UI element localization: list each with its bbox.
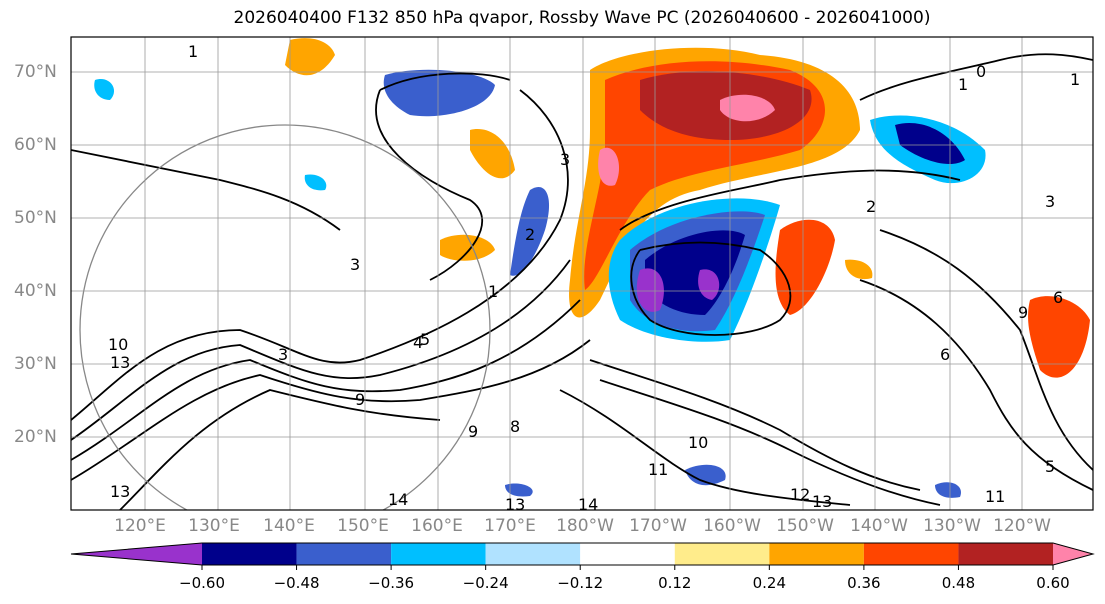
colorbar-segment	[391, 543, 486, 565]
colorbar-segment	[674, 543, 770, 565]
lon-label: 140°W	[850, 516, 908, 536]
gridlines	[71, 37, 1093, 510]
colorbar-segment	[769, 543, 864, 565]
contour-label: 14	[578, 495, 598, 514]
lat-label: 70°N	[14, 62, 57, 82]
colorbar-tick-label: 0.36	[847, 574, 881, 592]
contour-label: 2	[866, 197, 876, 216]
contour-label: 11	[648, 460, 668, 479]
contour-label: 5	[420, 330, 430, 349]
colorbar-segment	[580, 543, 675, 565]
colorbar-segment	[202, 543, 297, 565]
colorbar-segment	[71, 543, 202, 565]
contour-label: 3	[1045, 192, 1055, 211]
contour-label: 1	[1070, 70, 1080, 89]
contour-label: 9	[468, 422, 478, 441]
lon-label: 150°E	[337, 516, 389, 536]
contour-label: 1	[958, 75, 968, 94]
contour-label: 0	[976, 62, 986, 81]
contour-label: 1	[488, 282, 498, 301]
lat-label: 40°N	[14, 281, 57, 301]
lon-label: 170°E	[484, 516, 536, 536]
lon-label: 170°W	[629, 516, 687, 536]
contour-label: 2	[525, 225, 535, 244]
contour-label: 13	[505, 495, 525, 514]
lon-label: 180°W	[556, 516, 614, 536]
lat-label: 30°N	[14, 354, 57, 374]
colorbar-tick-label: −0.12	[557, 574, 604, 592]
contour-label: 13	[110, 353, 130, 372]
colorbar-tick-label: 0.12	[658, 574, 692, 592]
contour-label: 6	[940, 345, 950, 364]
contour-label: 8	[510, 417, 520, 436]
contour-label: 1	[188, 42, 198, 61]
contour-label: 3	[278, 345, 288, 364]
colorbar-segment	[863, 543, 959, 565]
lon-label: 160°E	[411, 516, 463, 536]
colorbar-tick-label: −0.36	[368, 574, 415, 592]
colorbar	[70, 542, 1095, 570]
lat-label: 50°N	[14, 208, 57, 228]
colorbar-tick-label: 0.60	[1036, 574, 1070, 592]
contour-label: 9	[1018, 303, 1028, 322]
contour-label: 14	[388, 490, 408, 509]
lon-label: 120°E	[114, 516, 166, 536]
contour-label: 12	[790, 485, 810, 504]
colorbar-segment	[296, 543, 392, 565]
contour-label: 6	[1053, 288, 1063, 307]
colorbar-segment	[958, 543, 1053, 565]
contour-label: 3	[350, 255, 360, 274]
colorbar-tick-label: −0.60	[179, 574, 225, 592]
contour-label: 5	[1045, 457, 1055, 476]
contour-label: 4	[413, 333, 423, 352]
colorbar-segment	[1053, 543, 1093, 565]
contour-label: 13	[812, 492, 832, 511]
contour-label: 11	[985, 487, 1005, 506]
lon-label: 130°W	[923, 516, 981, 536]
colorbar-segment	[485, 543, 581, 565]
lon-label: 120°W	[993, 516, 1051, 536]
colorbar-tick-label: −0.48	[273, 574, 320, 592]
colorbar-tick-label: 0.48	[941, 574, 976, 592]
lon-label: 150°W	[776, 516, 834, 536]
contour-label-group: 1 1 2 3 3 3 1 0 1 2 3 5 9 10 13 9 8 10 1…	[108, 42, 1080, 514]
contour-label: 13	[110, 482, 130, 501]
colorbar-tick-label: 0.24	[752, 574, 787, 592]
colorbar-tick-label: −0.24	[462, 574, 509, 592]
lon-label: 160°W	[703, 516, 761, 536]
plot-frame	[70, 36, 1094, 511]
lat-label: 60°N	[14, 135, 57, 155]
lat-label: 20°N	[14, 427, 57, 447]
plot-title: 2026040400 F132 850 hPa qvapor, Rossby W…	[233, 8, 931, 28]
lon-label: 130°E	[188, 516, 240, 536]
contour-label: 10	[688, 433, 708, 452]
contour-label: 10	[108, 335, 128, 354]
contour-label: 9	[355, 390, 365, 409]
contour-lines	[71, 53, 1093, 510]
contour-label: 3	[560, 150, 570, 169]
lon-label: 140°E	[263, 516, 315, 536]
